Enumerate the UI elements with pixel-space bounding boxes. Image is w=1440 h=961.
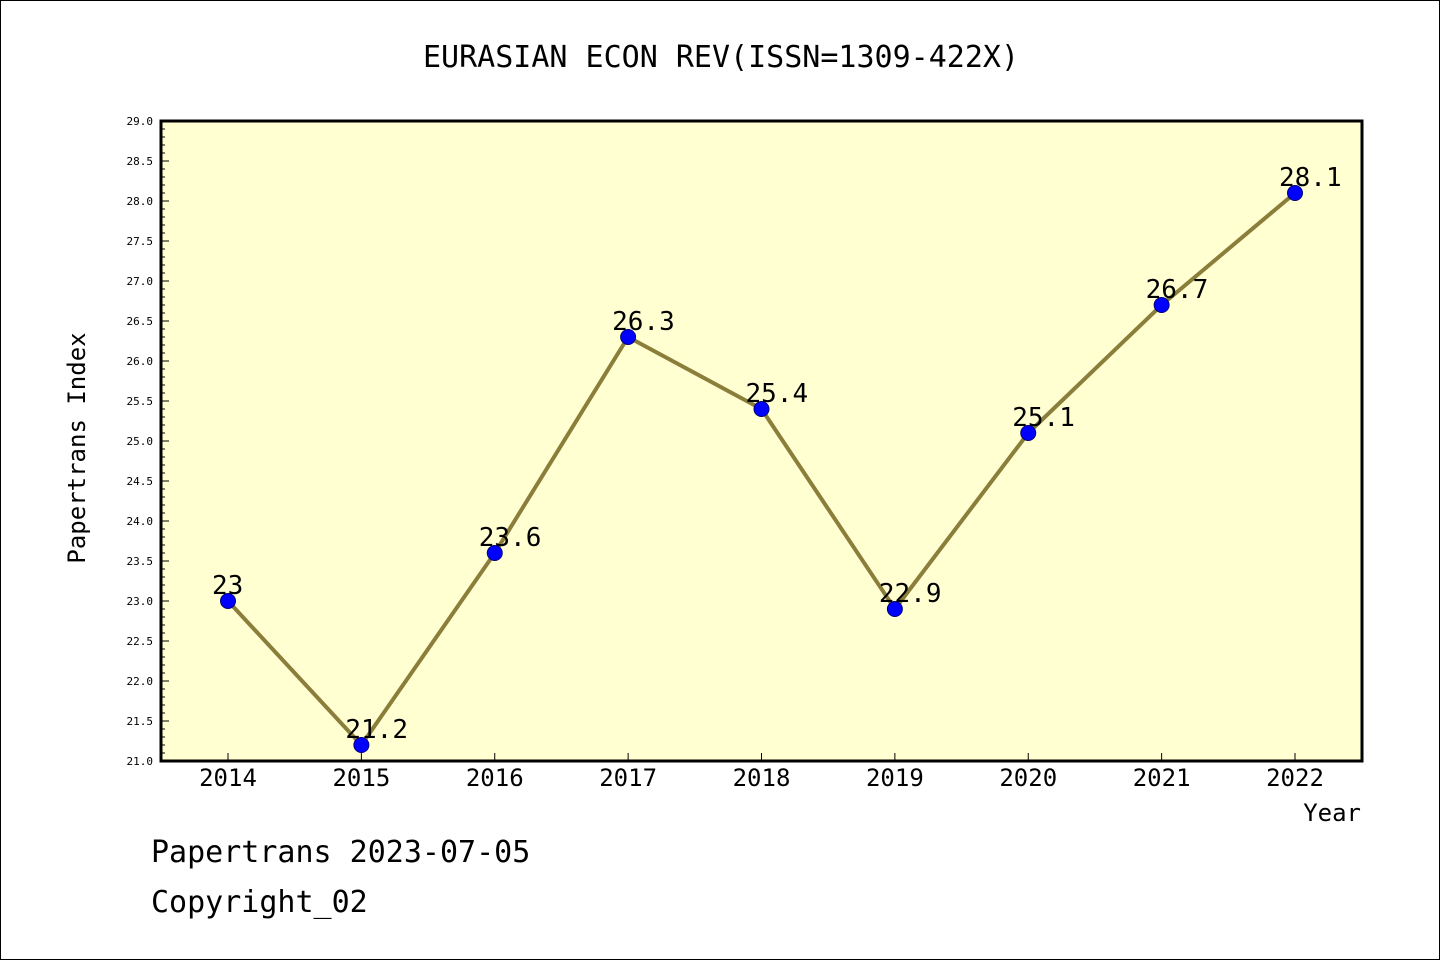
plot-border [159, 119, 1364, 763]
footer-copyright: Copyright_02 [151, 885, 368, 920]
y-tick-label: 22.0 [127, 675, 154, 688]
y-tick-label: 25.0 [127, 435, 154, 448]
y-tick-label: 21.0 [127, 755, 154, 768]
data-point [1287, 185, 1303, 201]
x-tick-label: 2017 [599, 764, 657, 792]
y-tick-label: 24.0 [127, 515, 154, 528]
data-label: 22.9 [879, 579, 942, 609]
data-point [620, 329, 637, 345]
data-point [753, 401, 770, 417]
x-tick-label: 2021 [1133, 764, 1191, 792]
y-tick-label: 23.5 [127, 555, 154, 568]
y-tick-label: 24.5 [127, 475, 154, 488]
x-tick-label: 2018 [733, 764, 791, 792]
data-label: 25.4 [746, 379, 809, 409]
y-tick-label: 27.0 [127, 275, 154, 288]
x-axis-label: Year [1303, 799, 1361, 827]
y-tick-label: 26.0 [127, 355, 154, 368]
y-tick-label: 29.0 [127, 115, 154, 128]
data-label: 28.1 [1279, 163, 1342, 193]
data-label: 21.2 [345, 715, 408, 745]
y-tick-label: 28.5 [127, 155, 154, 168]
data-point [353, 737, 370, 753]
chart-title: EURASIAN ECON REV(ISSN=1309-422X) [423, 40, 1019, 75]
x-tick-label: 2016 [466, 764, 524, 792]
y-tick-label: 27.5 [127, 235, 154, 248]
data-label: 25.1 [1012, 403, 1075, 433]
footer-date: Papertrans 2023-07-05 [151, 835, 531, 870]
data-point [220, 593, 236, 609]
y-tick-label: 22.5 [127, 635, 154, 648]
x-tick-label: 2015 [332, 764, 390, 792]
data-label: 26.3 [612, 307, 675, 337]
data-label: 23.6 [479, 523, 542, 553]
data-point [886, 601, 903, 617]
x-axis-ticks: 2014 2015 2016 2017 2018 2019 2020 2021 2022 [199, 753, 1324, 792]
data-labels: 23 21.2 23.6 26.3 25.4 22.9 25.1 26.7 28.1 [212, 163, 1342, 745]
x-tick-label: 2020 [999, 764, 1057, 792]
x-tick-label: 2022 [1266, 764, 1324, 792]
y-axis-label: Papertrans Index [63, 332, 91, 563]
y-tick-label: 28.0 [127, 195, 154, 208]
series-group [220, 185, 1303, 753]
data-point [486, 545, 503, 561]
x-tick-label: 2019 [866, 764, 924, 792]
y-tick-label: 23.0 [127, 595, 154, 608]
plot-area [161, 121, 1362, 761]
data-point [1153, 297, 1170, 313]
y-tick-label: 26.5 [127, 315, 154, 328]
y-tick-label: 25.5 [127, 395, 154, 408]
data-label: 26.7 [1146, 275, 1209, 305]
data-label: 23 [212, 571, 243, 601]
x-tick-label: 2014 [199, 764, 257, 792]
y-tick-label: 21.5 [127, 715, 154, 728]
data-point [1020, 425, 1037, 441]
